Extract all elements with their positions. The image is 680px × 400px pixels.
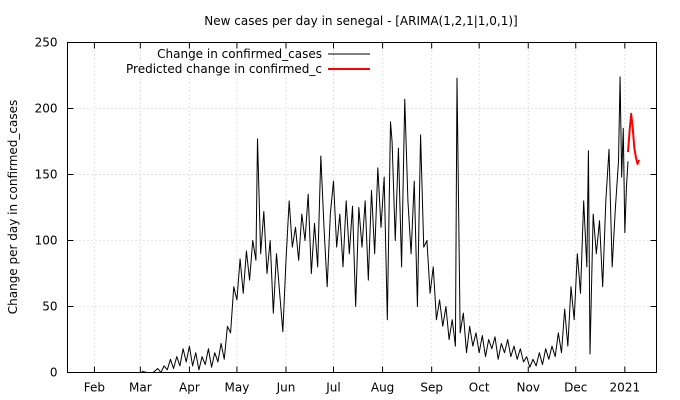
x-tick-label: Mar [129, 381, 152, 395]
y-tick-label: 100 [35, 234, 58, 248]
legend-label-actual: Change in confirmed_cases [157, 47, 322, 61]
legend-label-predicted: Predicted change in confirmed_c [126, 62, 322, 76]
x-tick-label: 2021 [610, 381, 641, 395]
series-line-predicted [627, 112, 641, 165]
y-tick-label: 150 [35, 168, 58, 182]
series-line-actual [141, 76, 629, 373]
x-tick-label: Aug [371, 381, 394, 395]
x-tick-label: Dec [564, 381, 587, 395]
x-tick-label: Oct [469, 381, 490, 395]
y-tick-label: 200 [35, 102, 58, 116]
chart-title: New cases per day in senegal - [ARIMA(1,… [204, 14, 517, 28]
x-tick-label: Apr [179, 381, 200, 395]
y-tick-label: 50 [42, 300, 57, 314]
y-tick-label: 0 [50, 366, 58, 380]
series-layer [141, 76, 641, 373]
x-tick-label: May [225, 381, 250, 395]
x-tick-label: Jun [276, 381, 296, 395]
x-tick-label: Nov [517, 381, 540, 395]
y-tick-label: 250 [35, 36, 58, 50]
legend: Change in confirmed_cases Predicted chan… [126, 47, 370, 76]
x-axis-ticks: Feb Mar Apr May Jun Jul Aug Sep Oct Nov Dec 2021 [84, 42, 641, 395]
plot-area-frame [67, 42, 657, 373]
x-tick-label: Jul [325, 381, 340, 395]
x-tick-label: Feb [84, 381, 105, 395]
y-axis-label: Change per day in confirmed_cases [6, 100, 20, 315]
x-tick-label: Sep [420, 381, 443, 395]
grid-lines [67, 42, 657, 373]
y-axis-ticks: 0 50 100 150 200 250 [35, 36, 657, 380]
